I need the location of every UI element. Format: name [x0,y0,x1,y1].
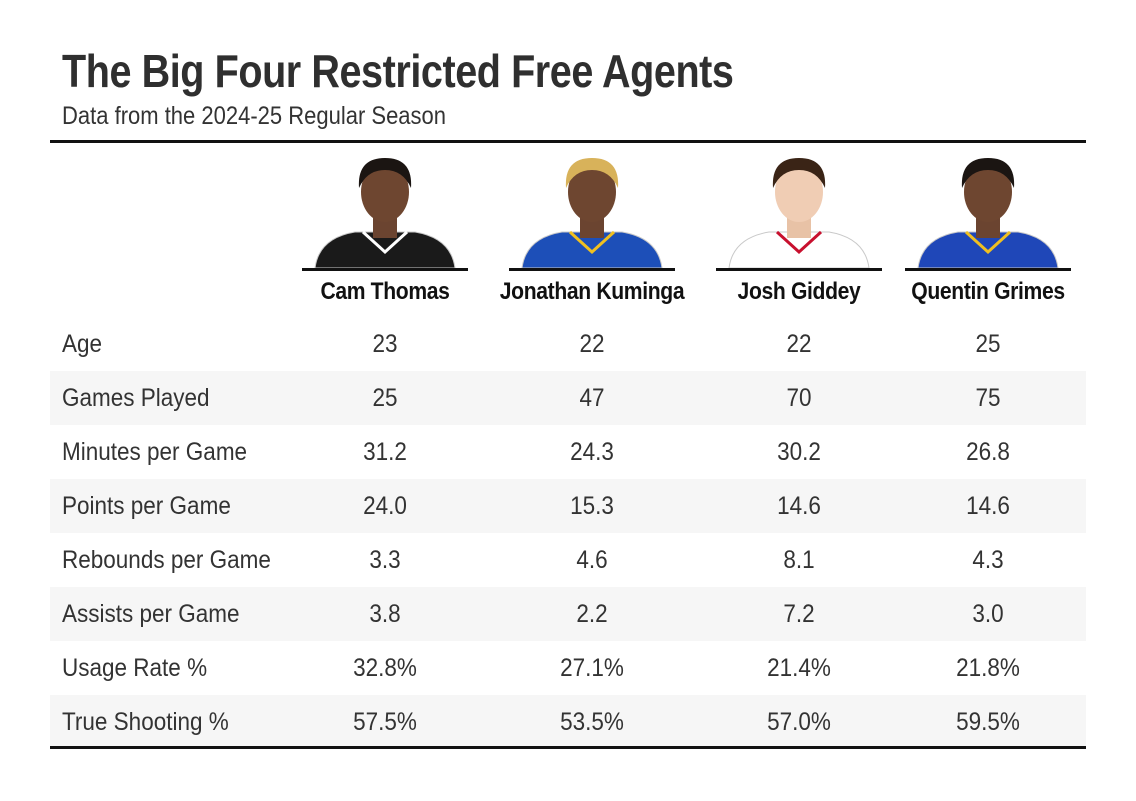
table-cell: 32.8% [353,654,417,682]
player-header: Cam Thomas [275,152,495,312]
player-header: Quentin Grimes [878,152,1098,312]
table-cell: 22 [786,330,812,358]
table-cell: 7.2 [783,600,815,628]
player-name: Cam Thomas [320,278,450,305]
table-row: Age 23 22 22 25 [50,317,1086,371]
player-headshot-image [728,158,870,269]
table-row: True Shooting % 57.5% 53.5% 57.0% 59.5% [50,695,1086,749]
table-cell: 59.5% [956,708,1020,736]
player-underline [509,268,675,271]
table-cell: 22 [579,330,605,358]
player-header: Jonathan Kuminga [482,152,702,312]
row-label: Age [62,330,103,358]
chart-title: The Big Four Restricted Free Agents [62,45,734,97]
table-cell: 24.0 [363,492,407,520]
player-underline [302,268,468,271]
player-name: Jonathan Kuminga [499,278,685,305]
row-label: Usage Rate % [62,654,208,682]
table-cell: 8.1 [783,546,815,574]
table-cell: 4.3 [972,546,1004,574]
table-cell: 3.0 [972,600,1004,628]
player-underline [905,268,1071,271]
player-underline [716,268,882,271]
table-cell: 23 [372,330,398,358]
table-cell: 24.3 [570,438,614,466]
table-cell: 25 [372,384,398,412]
table-cell: 3.3 [369,546,401,574]
table-cell: 47 [579,384,605,412]
row-label: Assists per Game [62,600,240,628]
table-cell: 75 [975,384,1001,412]
top-rule [50,140,1086,143]
row-label: Rebounds per Game [62,546,271,574]
table-row: Assists per Game 3.8 2.2 7.2 3.0 [50,587,1086,641]
player-name: Josh Giddey [737,278,861,305]
table-row: Rebounds per Game 3.3 4.6 8.1 4.3 [50,533,1086,587]
table-cell: 26.8 [966,438,1010,466]
table-cell: 57.0% [767,708,831,736]
bottom-rule [50,746,1086,749]
row-label: Minutes per Game [62,438,248,466]
table-cell: 14.6 [966,492,1010,520]
table-row: Points per Game 24.0 15.3 14.6 14.6 [50,479,1086,533]
table-cell: 21.4% [767,654,831,682]
table-cell: 27.1% [560,654,624,682]
row-label: Points per Game [62,492,231,520]
table-cell: 30.2 [777,438,821,466]
chart-subtitle: Data from the 2024-25 Regular Season [62,102,447,130]
table-cell: 25 [975,330,1001,358]
table-cell: 31.2 [363,438,407,466]
table-cell: 4.6 [576,546,608,574]
table-cell: 14.6 [777,492,821,520]
table-row: Minutes per Game 31.2 24.3 30.2 26.8 [50,425,1086,479]
player-header: Josh Giddey [689,152,909,312]
table-cell: 21.8% [956,654,1020,682]
player-headshot-image [917,158,1059,269]
row-label: True Shooting % [62,708,229,736]
row-label: Games Played [62,384,210,412]
table-cell: 53.5% [560,708,624,736]
table-cell: 57.5% [353,708,417,736]
player-headshot-image [521,158,663,269]
player-headshot-image [314,158,456,269]
table-cell: 2.2 [576,600,608,628]
table-cell: 3.8 [369,600,401,628]
table-row: Games Played 25 47 70 75 [50,371,1086,425]
table-cell: 15.3 [570,492,614,520]
table-row: Usage Rate % 32.8% 27.1% 21.4% 21.8% [50,641,1086,695]
table-cell: 70 [786,384,812,412]
player-name: Quentin Grimes [911,278,1065,305]
